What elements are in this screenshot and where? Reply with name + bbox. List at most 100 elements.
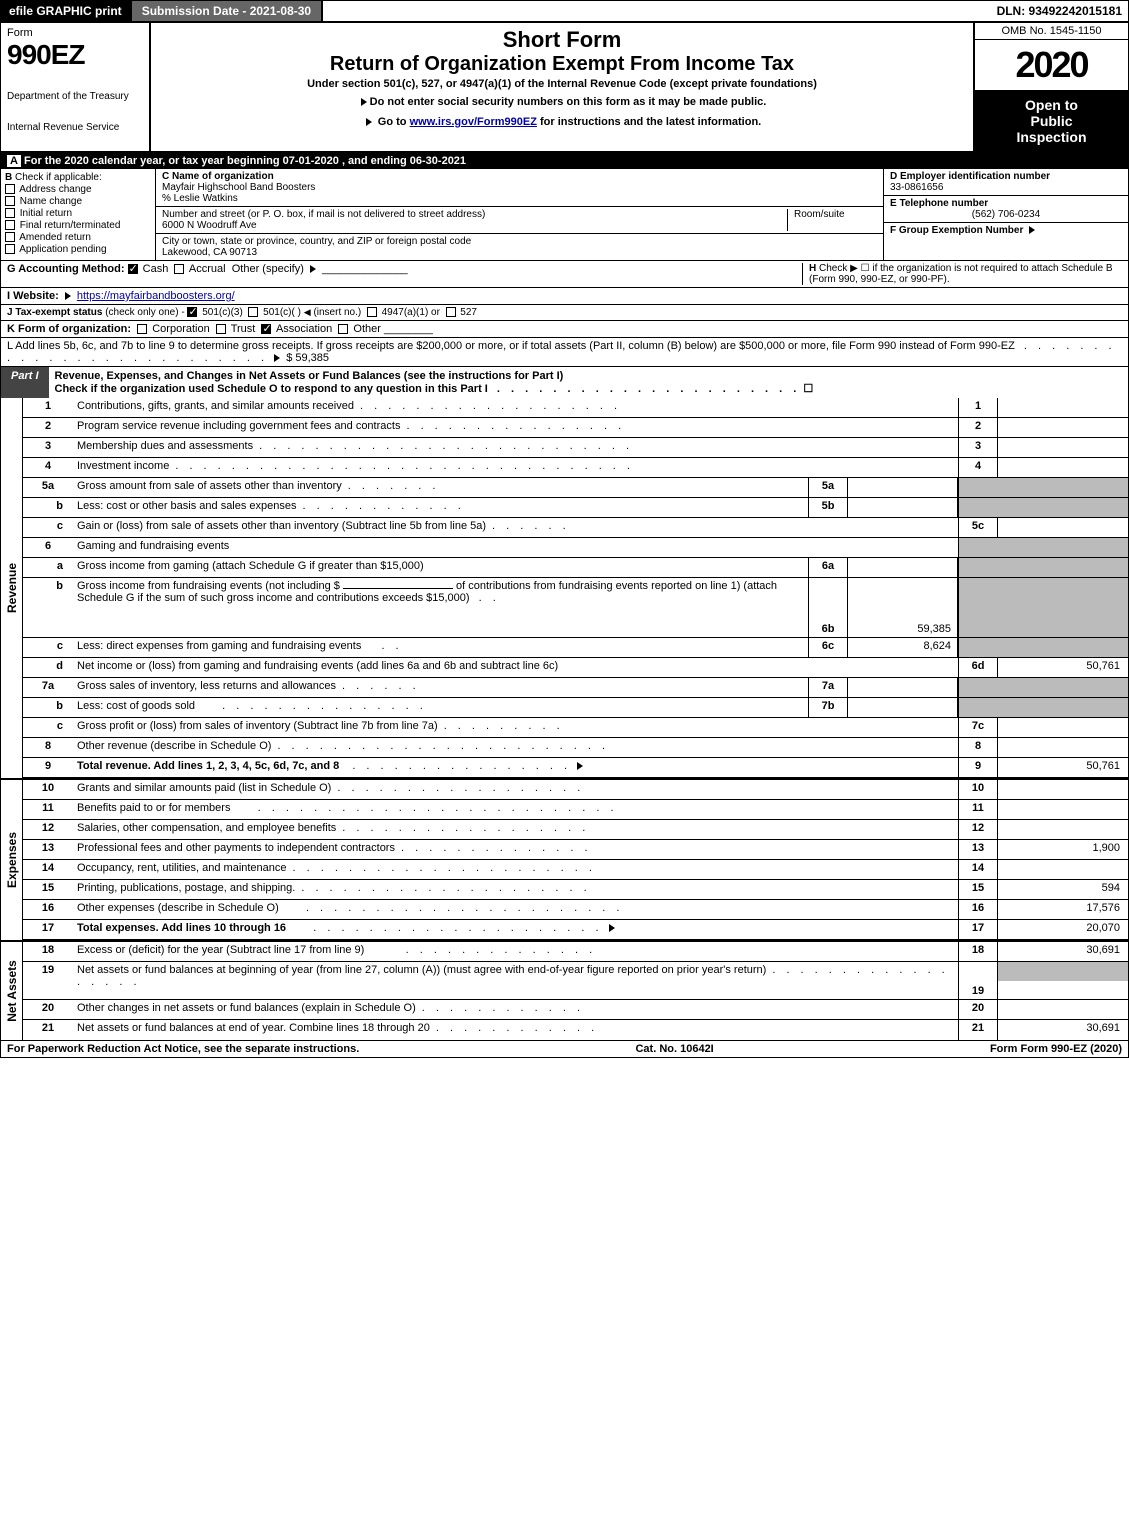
line-8: 8 Other revenue (describe in Schedule O)… (23, 738, 1128, 758)
block-C-name-address: C Name of organization Mayfair Highschoo… (156, 169, 883, 260)
line-18-value: 30,691 (998, 942, 1128, 961)
cb-501c3[interactable] (187, 307, 197, 317)
year-block: OMB No. 1545-1150 2020 Open to Public In… (973, 23, 1128, 151)
line-20-value (998, 1000, 1128, 1019)
line-5a-midval (848, 478, 958, 497)
cb-4947[interactable] (367, 307, 377, 317)
cb-pending[interactable] (5, 244, 15, 254)
line-17-rnum: 17 (958, 920, 998, 939)
gross-receipts-amount: $ 59,385 (286, 352, 329, 364)
line-7b-midval (848, 698, 958, 717)
line-8-desc: Other revenue (describe in Schedule O) (77, 740, 271, 752)
label-4947: 4947(a)(1) or (382, 307, 440, 318)
line-14: 14 Occupancy, rent, utilities, and maint… (23, 860, 1128, 880)
line-12-num: 12 (23, 820, 73, 839)
goto-line: Go to www.irs.gov/Form990EZ for instruct… (157, 112, 967, 132)
cb-initial-return[interactable] (5, 208, 15, 218)
line-15-value: 594 (998, 880, 1128, 899)
line-5b-shaded (958, 498, 1128, 517)
line-11-desc: Benefits paid to or for members (77, 802, 230, 814)
dept-irs: Internal Revenue Service (7, 122, 143, 133)
part-I-checkbox[interactable]: ☐ (803, 383, 813, 395)
line-8-num: 8 (23, 738, 73, 757)
line-16-desc: Other expenses (describe in Schedule O) (77, 902, 279, 914)
cb-address-change[interactable] (5, 184, 15, 194)
application-pending-label: Application pending (19, 244, 106, 255)
cb-name-change[interactable] (5, 196, 15, 206)
line-6d-desc: Net income or (loss) from gaming and fun… (77, 660, 558, 672)
goto-link[interactable]: www.irs.gov/Form990EZ (410, 116, 537, 128)
label-phone: E Telephone number (890, 198, 988, 209)
line-16-value: 17,576 (998, 900, 1128, 919)
line-21: 21 Net assets or fund balances at end of… (23, 1020, 1128, 1040)
line-19-rnum: 19 (958, 962, 998, 999)
line-20-num: 20 (23, 1000, 73, 1019)
revenue-section: Revenue 1 Contributions, gifts, grants, … (1, 398, 1128, 778)
tax-year-range: For the 2020 calendar year, or tax year … (24, 155, 466, 167)
subtitle-section: Under section 501(c), 527, or 4947(a)(1)… (157, 76, 967, 92)
cb-accrual[interactable] (174, 264, 184, 274)
line-18: 18 Excess or (deficit) for the year (Sub… (23, 942, 1128, 962)
cb-corporation[interactable] (137, 324, 147, 334)
line-7c: c Gross profit or (loss) from sales of i… (23, 718, 1128, 738)
label-501c3: 501(c)(3) (202, 307, 243, 318)
cb-527[interactable] (446, 307, 456, 317)
label-527: 527 (460, 307, 477, 318)
line-10-desc: Grants and similar amounts paid (list in… (77, 782, 331, 794)
line-16: 16 Other expenses (describe in Schedule … (23, 900, 1128, 920)
form-header: Form 990EZ Department of the Treasury In… (1, 23, 1128, 153)
line-5a-num: 5a (23, 478, 73, 497)
cb-trust[interactable] (216, 324, 226, 334)
line-4-rnum: 4 (958, 458, 998, 477)
form-title-block: Short Form Return of Organization Exempt… (151, 23, 973, 151)
final-return-label: Final return/terminated (20, 220, 121, 231)
line-6b-midval: 59,385 (848, 578, 958, 637)
line-1-num: 1 (23, 398, 73, 417)
check-if-applicable-label: Check if applicable: (15, 172, 102, 183)
omb-number: OMB No. 1545-1150 (975, 23, 1128, 40)
line-5a-desc: Gross amount from sale of assets other t… (77, 480, 342, 492)
line-11: 11 Benefits paid to or for members . . .… (23, 800, 1128, 820)
cb-final-return[interactable] (5, 220, 15, 230)
line-9: 9 Total revenue. Add lines 1, 2, 3, 4, 5… (23, 758, 1128, 778)
line-13: 13 Professional fees and other payments … (23, 840, 1128, 860)
website-link[interactable]: https://mayfairbandboosters.org/ (77, 290, 235, 302)
line-7b-shaded (958, 698, 1128, 717)
line-6a-shaded (958, 558, 1128, 577)
dln-number: DLN: 93492242015181 (991, 1, 1128, 21)
cb-other-org[interactable] (338, 324, 348, 334)
form-number-block: Form 990EZ Department of the Treasury In… (1, 23, 151, 151)
line-10-num: 10 (23, 780, 73, 799)
cb-association[interactable] (261, 324, 271, 334)
label-A: A (7, 155, 21, 167)
label-cash: Cash (143, 263, 169, 275)
cb-amended[interactable] (5, 232, 15, 242)
line-15-num: 15 (23, 880, 73, 899)
line-17: 17 Total expenses. Add lines 10 through … (23, 920, 1128, 940)
line-7b-mid: 7b (808, 698, 848, 717)
line-16-num: 16 (23, 900, 73, 919)
title-short-form: Short Form (157, 27, 967, 53)
line-5a: 5a Gross amount from sale of assets othe… (23, 478, 1128, 498)
name-change-label: Name change (20, 196, 82, 207)
line-18-rnum: 18 (958, 942, 998, 961)
line-2: 2 Program service revenue including gove… (23, 418, 1128, 438)
line-L-gross-receipts: L Add lines 5b, 6c, and 7b to line 9 to … (1, 338, 1128, 366)
public-label: Public (979, 113, 1124, 129)
line-7b: b Less: cost of goods sold . . . . . . .… (23, 698, 1128, 718)
cb-cash[interactable] (128, 264, 138, 274)
line-8-rnum: 8 (958, 738, 998, 757)
line-7c-rnum: 7c (958, 718, 998, 737)
line-21-value: 30,691 (998, 1020, 1128, 1040)
label-tax-exempt: J Tax-exempt status (7, 307, 102, 318)
open-to-label: Open to (979, 97, 1124, 113)
line-6b-shaded (958, 578, 1128, 637)
part-I-title: Revenue, Expenses, and Changes in Net As… (55, 370, 401, 382)
line-6d-value: 50,761 (998, 658, 1128, 677)
expenses-section: Expenses 10 Grants and similar amounts p… (1, 778, 1128, 940)
open-to-public: Open to Public Inspection (975, 91, 1128, 151)
line-18-desc: Excess or (deficit) for the year (Subtra… (77, 944, 364, 956)
cb-501c[interactable] (248, 307, 258, 317)
line-H-text: Check ▶ ☐ if the organization is not req… (809, 263, 1113, 285)
line-5c-value (998, 518, 1128, 537)
